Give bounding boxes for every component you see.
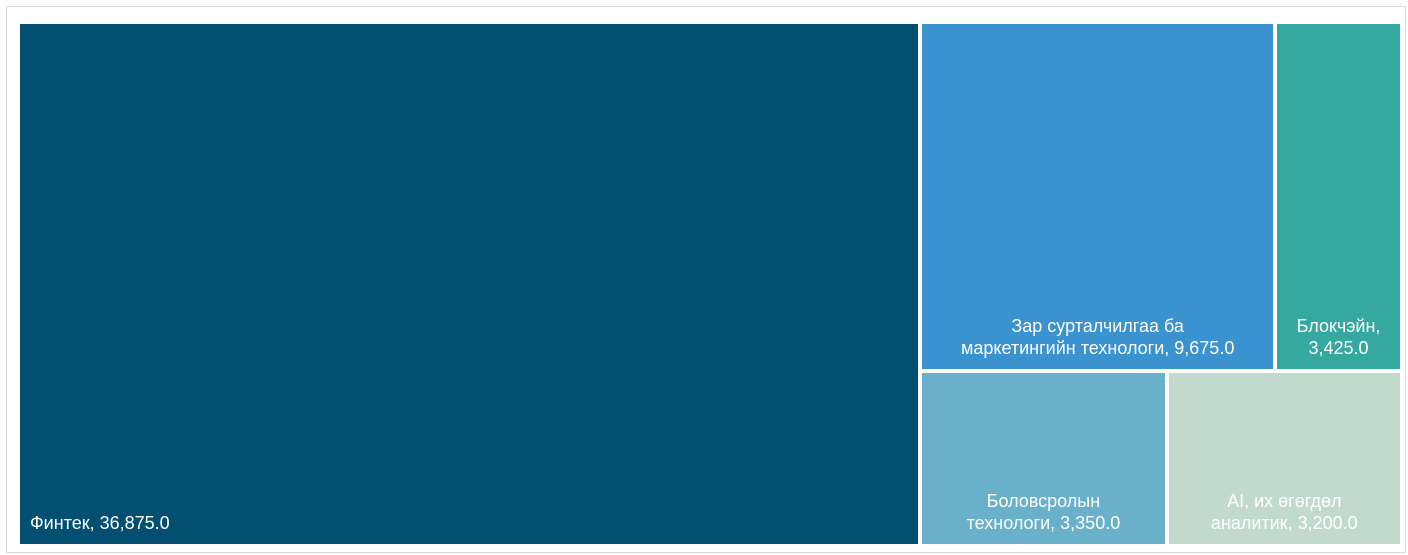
- tile-edtech-label: Боловсролын технологи, 3,350.0: [922, 490, 1164, 534]
- tile-fintech-label: Финтек, 36,875.0: [30, 512, 170, 534]
- tile-adtech-martech-label-line-2: маркетингийн технологи, 9,675.0: [960, 337, 1235, 358]
- tile-edtech-label-line-1: Боловсролын: [986, 490, 1101, 511]
- tile-edtech-label-line-2: технологи, 3,350.0: [966, 512, 1121, 533]
- tile-edtech: Боловсролын технологи, 3,350.0: [922, 372, 1165, 544]
- tile-blockchain-label-line-1: Блокчэйн,: [1296, 315, 1381, 336]
- tile-adtech-martech-label: Зар сурталчилгаа ба маркетингийн техноло…: [922, 315, 1273, 359]
- tile-blockchain-label: Блокчэйн, 3,425.0: [1277, 315, 1400, 359]
- tile-ai-bigdata: AI, их өгөгдөл аналитик, 3,200.0: [1168, 372, 1400, 544]
- tile-ai-bigdata-label-line-1: AI, их өгөгдөл: [1227, 490, 1342, 511]
- tile-fintech: Финтек, 36,875.0: [20, 24, 919, 544]
- tile-ai-bigdata-label-line-2: аналитик, 3,200.0: [1210, 512, 1358, 533]
- tile-fintech-label-line: Финтек, 36,875.0: [30, 513, 170, 533]
- tile-adtech-martech-label-line-1: Зар сурталчилгаа ба: [1011, 315, 1184, 336]
- tile-blockchain: Блокчэйн, 3,425.0: [1277, 24, 1400, 369]
- tile-adtech-martech: Зар сурталчилгаа ба маркетингийн техноло…: [922, 24, 1274, 369]
- tile-blockchain-label-line-2: 3,425.0: [1308, 337, 1369, 358]
- tile-ai-bigdata-label: AI, их өгөгдөл аналитик, 3,200.0: [1169, 490, 1400, 534]
